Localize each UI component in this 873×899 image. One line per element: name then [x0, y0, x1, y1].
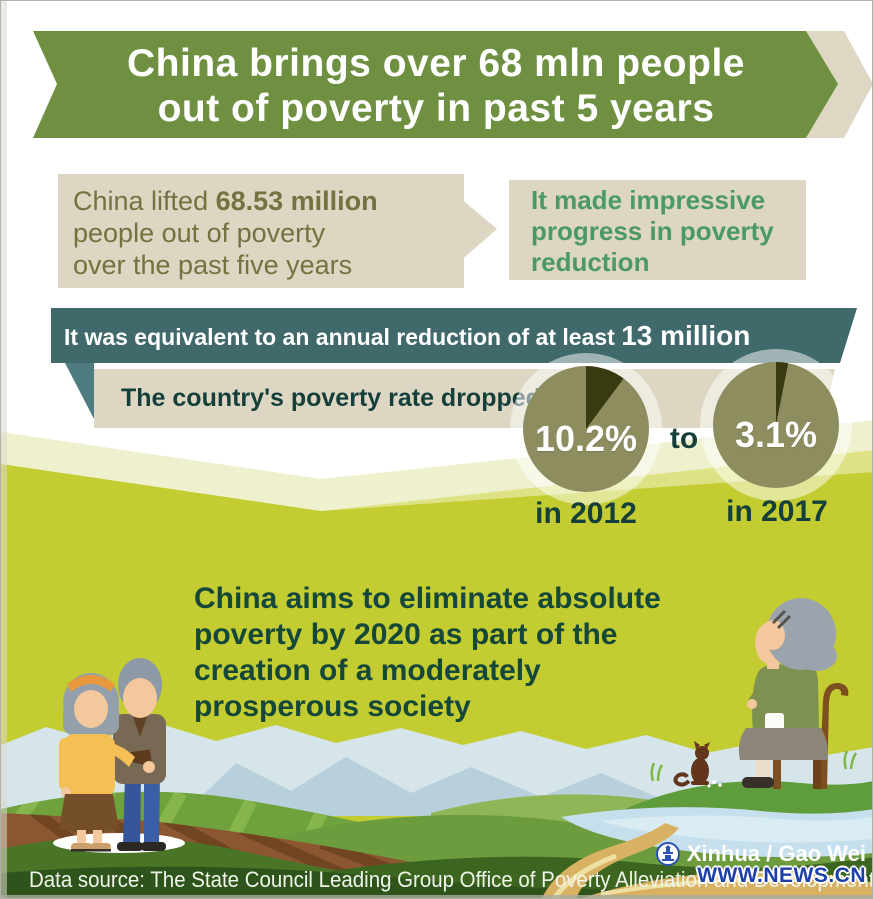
pie-2012-value: 10.2% [534, 418, 638, 459]
pie-chart-2017: 3.1% [713, 362, 839, 488]
left-frame-edge [1, 1, 7, 898]
progress-line3: reduction [531, 247, 650, 277]
equivalent-text: It was equivalent to an annual reduction… [64, 324, 622, 350]
banner-back-chevron [806, 31, 872, 138]
year-2012-label: in 2012 [535, 497, 637, 530]
elderly-couple-illustration [53, 658, 185, 853]
year-2017-label: in 2017 [726, 495, 828, 528]
goal-line1: China aims to eliminate absolute [194, 582, 661, 615]
goal-line3: creation of a moderately [194, 654, 541, 687]
goal-line2: poverty by 2020 as part of the [194, 618, 618, 651]
page-title: China brings over 68 mln people out of p… [61, 41, 811, 131]
seated-woman-illustration [738, 598, 849, 789]
website-link[interactable]: WWW.NEWS.CN [697, 864, 866, 887]
progress-line1: It made impressive [531, 185, 766, 215]
ribbon-fold [65, 363, 94, 419]
to-label: to [669, 422, 699, 455]
goal-line4: prosperous society [194, 690, 471, 723]
lifted-box: China lifted 68.53 million people out of… [58, 174, 464, 288]
lifted-line3: over the past five years [73, 250, 353, 280]
equivalent-bar: It was equivalent to an annual reduction… [51, 308, 857, 363]
equivalent-number: 13 million [621, 320, 751, 351]
lifted-line2: people out of poverty [73, 218, 326, 248]
cat-illustration [673, 741, 710, 787]
progress-box-text: It made impressive progress in poverty r… [509, 180, 806, 278]
progress-box: It made impressive progress in poverty r… [509, 180, 806, 280]
data-source-text: Data source: The State Council Leading G… [29, 867, 873, 892]
goal-text: China aims to eliminate absolute poverty… [194, 581, 714, 725]
lifted-number: 68.53 million [215, 186, 378, 216]
pie-chart-2012: 10.2% [523, 366, 649, 492]
credit-text: Xinhua / Gao Wei [686, 841, 866, 866]
page-title-line2: out of poverty in past 5 years [157, 87, 715, 130]
box-connector-arrow-icon [459, 197, 497, 262]
lifted-prefix: China lifted [73, 186, 216, 216]
lifted-box-text: China lifted 68.53 million people out of… [58, 174, 464, 281]
banner-arrow [33, 31, 838, 138]
xinhua-logo-icon [655, 842, 680, 866]
pie-2017-value: 3.1% [734, 414, 818, 455]
footpath [542, 823, 872, 898]
credit-line: Xinhua / Gao Wei [655, 841, 866, 867]
bottom-frame-edge [1, 895, 872, 898]
page-title-line1: China brings over 68 mln people [127, 42, 745, 85]
progress-line2: progress in poverty [531, 216, 774, 246]
